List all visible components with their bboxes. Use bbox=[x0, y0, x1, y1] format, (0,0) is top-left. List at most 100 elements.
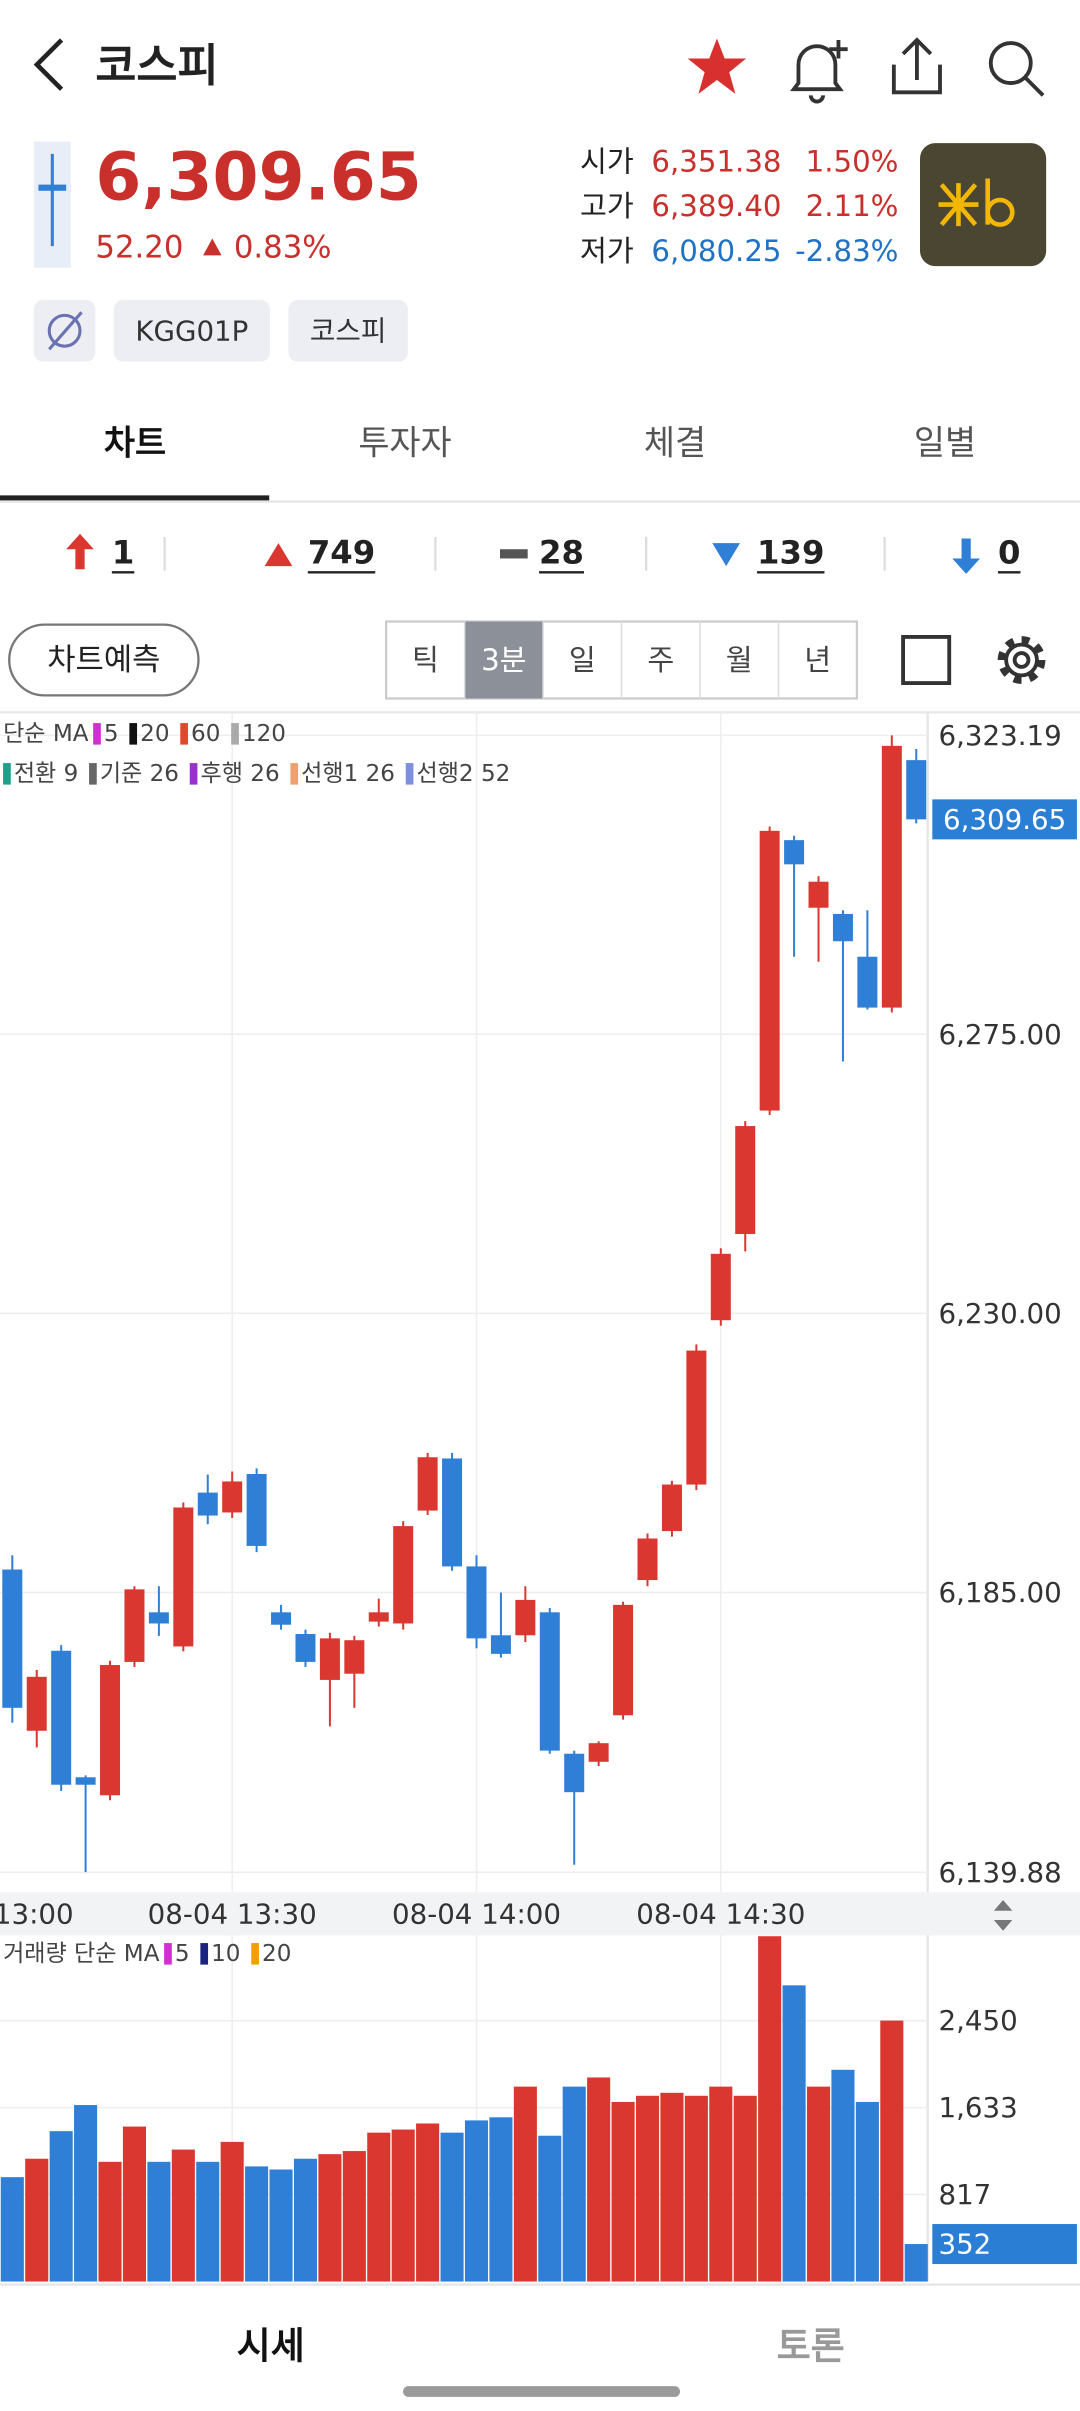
rise-icon bbox=[264, 543, 293, 567]
volume-bar bbox=[855, 2101, 879, 2282]
tab[interactable]: 투자자 bbox=[358, 424, 451, 463]
legend-label: 후행 26 bbox=[201, 761, 280, 787]
period-selected bbox=[464, 621, 544, 699]
broker-logo[interactable] bbox=[920, 143, 1047, 267]
logo-b bbox=[985, 178, 1015, 227]
stat-count[interactable]: 1 bbox=[112, 533, 134, 571]
legend-title: 단순 MA bbox=[3, 721, 89, 747]
alarm-icon[interactable] bbox=[789, 39, 848, 104]
fullscreen-icon[interactable] bbox=[901, 634, 952, 685]
tabs: 차트 투자자 체결 일별 bbox=[104, 424, 976, 463]
y-tick-label: 6,185.00 bbox=[938, 1576, 1061, 1609]
volume-bar bbox=[391, 2129, 415, 2282]
candle-body bbox=[75, 1777, 96, 1785]
share-icon[interactable] bbox=[891, 37, 942, 95]
legend-swatch bbox=[405, 763, 414, 785]
volume-bar bbox=[538, 2135, 562, 2282]
volume-bar bbox=[196, 2161, 220, 2282]
candle-body bbox=[637, 1538, 658, 1581]
candle-body bbox=[808, 881, 829, 908]
candle-body bbox=[881, 745, 902, 1008]
volume-bar bbox=[25, 2158, 49, 2282]
volume-bar bbox=[367, 2132, 391, 2282]
candle-body bbox=[539, 1612, 560, 1751]
legend-label: 선행2 52 bbox=[417, 761, 511, 787]
tab[interactable]: 차트 bbox=[104, 424, 166, 463]
home-indicator bbox=[403, 2386, 680, 2397]
settings-icon[interactable] bbox=[997, 636, 1046, 684]
gear-hub bbox=[1012, 651, 1031, 669]
volume-bar bbox=[758, 1936, 782, 2282]
candle-body bbox=[197, 1492, 218, 1516]
volume-bar bbox=[269, 2169, 293, 2282]
y-tick-label: 1,633 bbox=[938, 2091, 1017, 2124]
chip[interactable] bbox=[113, 300, 270, 362]
fall-icon bbox=[712, 543, 740, 567]
legend-label: 20 bbox=[140, 721, 169, 747]
legend-swatch bbox=[180, 723, 188, 745]
legend-swatch bbox=[89, 763, 97, 785]
volume-bar bbox=[293, 2158, 318, 2282]
legend-label: 120 bbox=[242, 721, 286, 747]
ohlc-block: 시가 6,351.38 1.50% 고가 6,389.40 2.11% 저가 6,080.25… bbox=[580, 145, 898, 268]
candle-body bbox=[759, 830, 780, 1111]
nav-item[interactable]: 시세 bbox=[237, 2325, 305, 2368]
volume-bar bbox=[318, 2154, 342, 2282]
gear-teeth bbox=[997, 636, 1046, 684]
volume-bar bbox=[831, 2069, 855, 2282]
legend-swatch bbox=[164, 1943, 172, 1965]
tab[interactable]: 일별 bbox=[914, 424, 976, 463]
volume-bar bbox=[245, 2166, 269, 2282]
resize-handle[interactable] bbox=[993, 1900, 1013, 1931]
volume-bar bbox=[342, 2151, 366, 2282]
volume-bar bbox=[220, 2141, 244, 2282]
candle-body bbox=[148, 1612, 169, 1624]
logo-bg bbox=[920, 143, 1047, 267]
period-option[interactable]: 년 bbox=[804, 643, 831, 677]
share-box bbox=[891, 64, 942, 95]
chip-icon bbox=[47, 313, 82, 348]
volume-bar bbox=[49, 2131, 73, 2282]
search-handle bbox=[1023, 75, 1045, 97]
candle-body bbox=[173, 1507, 194, 1647]
volume-bar bbox=[122, 2126, 147, 2282]
legend-swatch bbox=[189, 763, 198, 785]
nav-item[interactable]: 토론 bbox=[777, 2325, 845, 2368]
search-lens bbox=[988, 41, 1033, 85]
x-tick-label: 08-04 14:00 bbox=[392, 1897, 561, 1930]
stat-count[interactable]: 0 bbox=[998, 533, 1020, 571]
candle-body bbox=[784, 840, 805, 865]
period-option[interactable]: 일 bbox=[569, 643, 596, 677]
legend-label: 10 bbox=[211, 1941, 240, 1967]
search-icon[interactable] bbox=[988, 41, 1045, 97]
period-option[interactable]: 3분 bbox=[481, 643, 526, 677]
y-tick-label: 6,139.88 bbox=[938, 1856, 1061, 1889]
current-price: 6,309.65 bbox=[95, 138, 421, 215]
y-tick-label: 2,450 bbox=[938, 2004, 1017, 2037]
time-axis-band bbox=[0, 1892, 1080, 1936]
back-button[interactable] bbox=[33, 38, 64, 91]
period-option[interactable]: 월 bbox=[726, 643, 753, 677]
candle-body bbox=[515, 1599, 536, 1636]
stat-count[interactable]: 749 bbox=[308, 533, 375, 571]
candle-body bbox=[613, 1604, 634, 1716]
favorite-star[interactable] bbox=[687, 38, 747, 94]
period-option[interactable]: 주 bbox=[647, 643, 674, 677]
stat-count[interactable]: 28 bbox=[539, 533, 584, 571]
up-triangle bbox=[203, 238, 222, 256]
legend-title: 거래량 단순 MA bbox=[3, 1941, 160, 1967]
tab[interactable]: 체결 bbox=[644, 424, 706, 463]
bottom-nav: 시세 토론 bbox=[237, 2325, 845, 2368]
chip[interactable] bbox=[288, 300, 408, 362]
predict-button[interactable] bbox=[8, 623, 200, 697]
last-volume-label: 352 bbox=[938, 2228, 991, 2261]
limit-up-icon bbox=[66, 533, 94, 570]
price-change-pct: 0.83% bbox=[234, 230, 332, 266]
volume-bar bbox=[171, 2149, 195, 2282]
period-option[interactable]: 틱 bbox=[412, 643, 439, 677]
stat-count[interactable]: 139 bbox=[757, 533, 824, 571]
legend-swatch bbox=[290, 763, 299, 785]
page-title: 코스피 bbox=[95, 40, 218, 92]
candle-body bbox=[490, 1635, 511, 1654]
volume-bar bbox=[98, 2161, 122, 2282]
